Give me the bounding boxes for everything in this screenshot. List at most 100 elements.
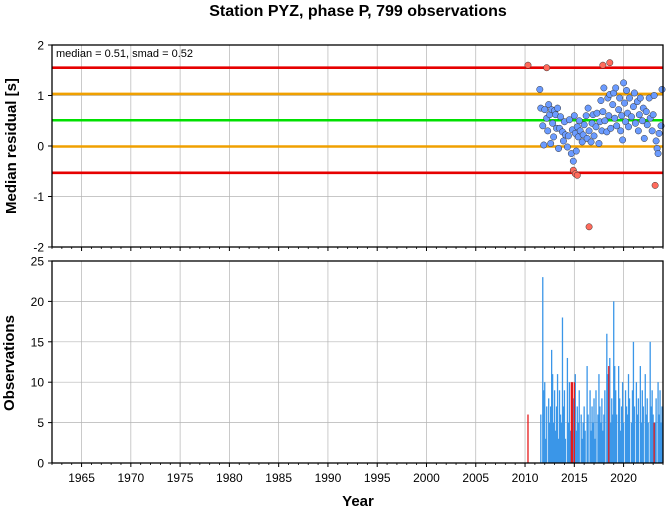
- data-point: [654, 150, 662, 158]
- data-point: [587, 138, 595, 146]
- data-point: [595, 140, 603, 147]
- top-y-axis-label: Median residual [s]: [3, 78, 20, 214]
- data-point: [613, 122, 621, 130]
- data-point: [629, 103, 637, 111]
- residual-panel: -2 -1 0 1 2 median = 0.51, smad = 0.52: [33, 39, 666, 255]
- data-point: [625, 123, 632, 131]
- x-tick-label: 1990: [315, 471, 342, 485]
- data-point: [616, 94, 624, 102]
- data-point: [554, 104, 562, 112]
- data-point: [536, 85, 544, 93]
- data-point: [626, 94, 633, 102]
- data-point: [572, 147, 580, 155]
- data-point: [634, 127, 642, 135]
- data-point: [550, 133, 558, 141]
- data-point: [630, 89, 638, 97]
- data-point: [585, 223, 593, 231]
- y-tick-label: 0: [37, 457, 44, 471]
- data-point: [619, 136, 627, 144]
- data-point: [539, 122, 547, 130]
- data-point: [573, 171, 581, 179]
- data-point: [524, 61, 532, 69]
- data-point: [648, 127, 656, 135]
- x-tick-label: 1995: [364, 471, 391, 485]
- data-point: [545, 101, 553, 109]
- data-point: [655, 129, 663, 137]
- data-point: [543, 64, 551, 72]
- data-point: [601, 117, 609, 125]
- data-point: [658, 85, 666, 93]
- observations-panel: 1965 1970 1975 1980 1985 1990 1995 2000 2005 2010…: [31, 255, 664, 485]
- y-tick-label: 10: [31, 376, 45, 390]
- data-point: [540, 141, 548, 149]
- data-point: [643, 121, 651, 129]
- y-tick-label: 2: [37, 39, 44, 53]
- data-point: [651, 181, 659, 189]
- y-tick-label: 15: [31, 335, 45, 349]
- y-tick-label: -2: [33, 241, 44, 255]
- data-point: [650, 92, 658, 99]
- data-point: [617, 127, 625, 135]
- data-point: [582, 112, 590, 120]
- data-point: [623, 87, 630, 94]
- data-point: [549, 119, 557, 127]
- data-point: [631, 119, 639, 127]
- data-point: [621, 99, 629, 107]
- stats-annotation: median = 0.51, smad = 0.52: [56, 48, 193, 60]
- data-point: [642, 108, 650, 116]
- data-point: [628, 113, 635, 121]
- data-point: [612, 84, 620, 92]
- data-point: [560, 137, 567, 145]
- data-point: [592, 123, 600, 131]
- data-point: [544, 127, 552, 135]
- chart-title: Station PYZ, phase P, 799 observations: [209, 3, 507, 20]
- x-tick-label: 1970: [117, 471, 144, 485]
- data-point: [615, 106, 623, 114]
- y-tick-label: 0: [37, 140, 44, 154]
- data-point: [606, 59, 614, 67]
- data-point: [600, 84, 608, 92]
- data-point: [563, 143, 571, 151]
- x-axis-label: Year: [342, 493, 374, 510]
- data-point: [570, 112, 578, 120]
- data-point: [652, 137, 660, 145]
- plot-frame: [51, 44, 664, 248]
- data-point: [580, 121, 588, 129]
- y-tick-label: 25: [31, 255, 45, 269]
- data-point: [597, 97, 605, 105]
- x-tick-label: 2000: [413, 471, 440, 485]
- data-point: [547, 140, 555, 147]
- data-point: [618, 112, 626, 120]
- x-tick-label: 2010: [512, 471, 539, 485]
- bottom-y-axis-label: Observations: [1, 315, 18, 411]
- data-point: [611, 114, 619, 122]
- y-tick-label: 5: [37, 416, 44, 430]
- data-point: [569, 157, 577, 165]
- data-point: [622, 118, 630, 126]
- y-tick-label: 20: [31, 295, 45, 309]
- data-point: [578, 138, 586, 146]
- x-tick-label: 1965: [68, 471, 95, 485]
- data-point: [564, 132, 572, 140]
- data-point: [541, 106, 549, 114]
- data-point: [565, 116, 573, 124]
- data-point: [585, 127, 593, 135]
- x-tick-label: 1975: [167, 471, 194, 485]
- data-point: [575, 117, 583, 125]
- data-point: [555, 145, 562, 152]
- data-point: [590, 132, 598, 140]
- data-point: [557, 113, 564, 121]
- x-tick-label: 2005: [462, 471, 489, 485]
- plot-frame: [51, 260, 664, 464]
- data-point: [599, 108, 607, 116]
- data-point: [584, 104, 592, 112]
- x-tick-label: 1985: [265, 471, 292, 485]
- y-tick-label: 1: [37, 89, 44, 103]
- data-point: [649, 111, 657, 119]
- data-point: [638, 117, 646, 125]
- data-point: [599, 61, 607, 69]
- x-tick-label: 1980: [216, 471, 243, 485]
- data-point: [635, 111, 643, 119]
